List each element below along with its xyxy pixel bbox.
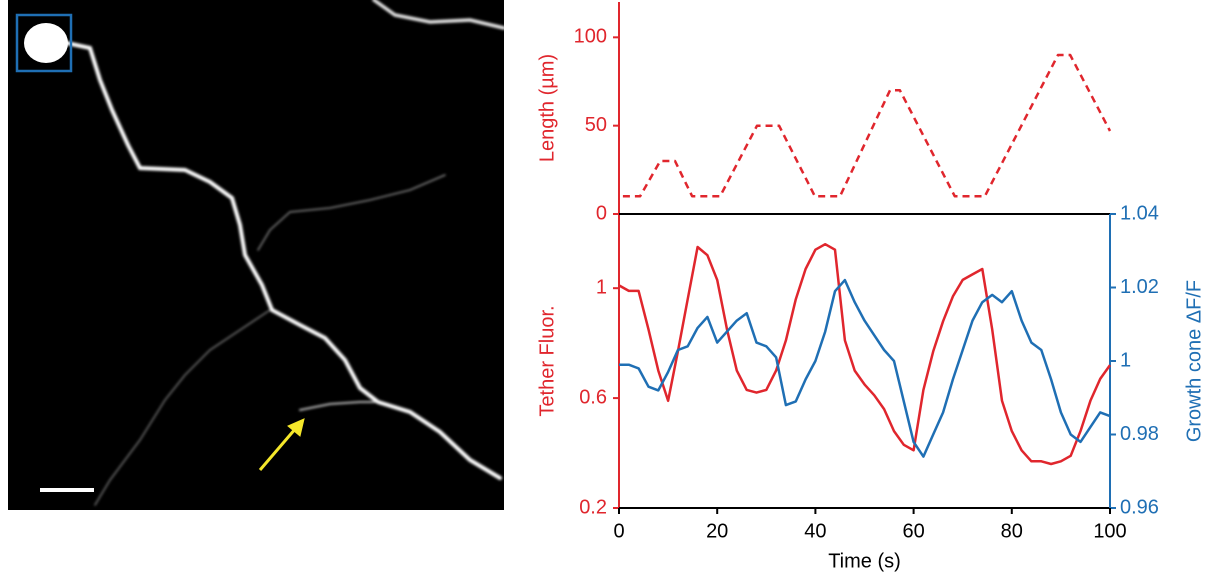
image-background xyxy=(8,0,504,510)
x-axis-label: Time (s) xyxy=(828,550,901,572)
y2-tick-label: 1.04 xyxy=(1120,202,1159,224)
arrow xyxy=(258,418,305,471)
roi-box xyxy=(15,13,73,73)
x-tick-label: 80 xyxy=(1001,520,1023,542)
y2-axis-label: Growth cone ΔF/F xyxy=(1183,280,1205,442)
y-tick-label: 50 xyxy=(585,114,607,136)
data-line xyxy=(622,53,1112,198)
x-tick-label: 100 xyxy=(1093,520,1126,542)
y-axis-label: Tether Fluor. xyxy=(536,305,558,416)
y-axis-label: Length (µm) xyxy=(536,54,558,162)
micrograph xyxy=(8,0,506,510)
x-tick-label: 40 xyxy=(804,520,826,542)
data-line xyxy=(618,242,1112,466)
data-line xyxy=(619,278,1111,458)
y2-tick-label: 0.98 xyxy=(1120,423,1159,445)
x-tick-label: 60 xyxy=(902,520,924,542)
cell-body xyxy=(24,23,68,63)
y-tick-label: 1 xyxy=(596,276,607,298)
y2-tick-label: 0.96 xyxy=(1120,496,1159,518)
y-tick-label: 0 xyxy=(596,202,607,224)
neurites xyxy=(60,0,506,506)
x-tick-label: 20 xyxy=(706,520,728,542)
y-tick-label: 0.2 xyxy=(579,496,607,518)
y-tick-label: 0.6 xyxy=(579,386,607,408)
y2-tick-label: 1.02 xyxy=(1120,276,1159,298)
y-tick-label: 100 xyxy=(574,26,607,48)
x-tick-label: 0 xyxy=(613,520,624,542)
y2-tick-label: 1 xyxy=(1120,349,1131,371)
